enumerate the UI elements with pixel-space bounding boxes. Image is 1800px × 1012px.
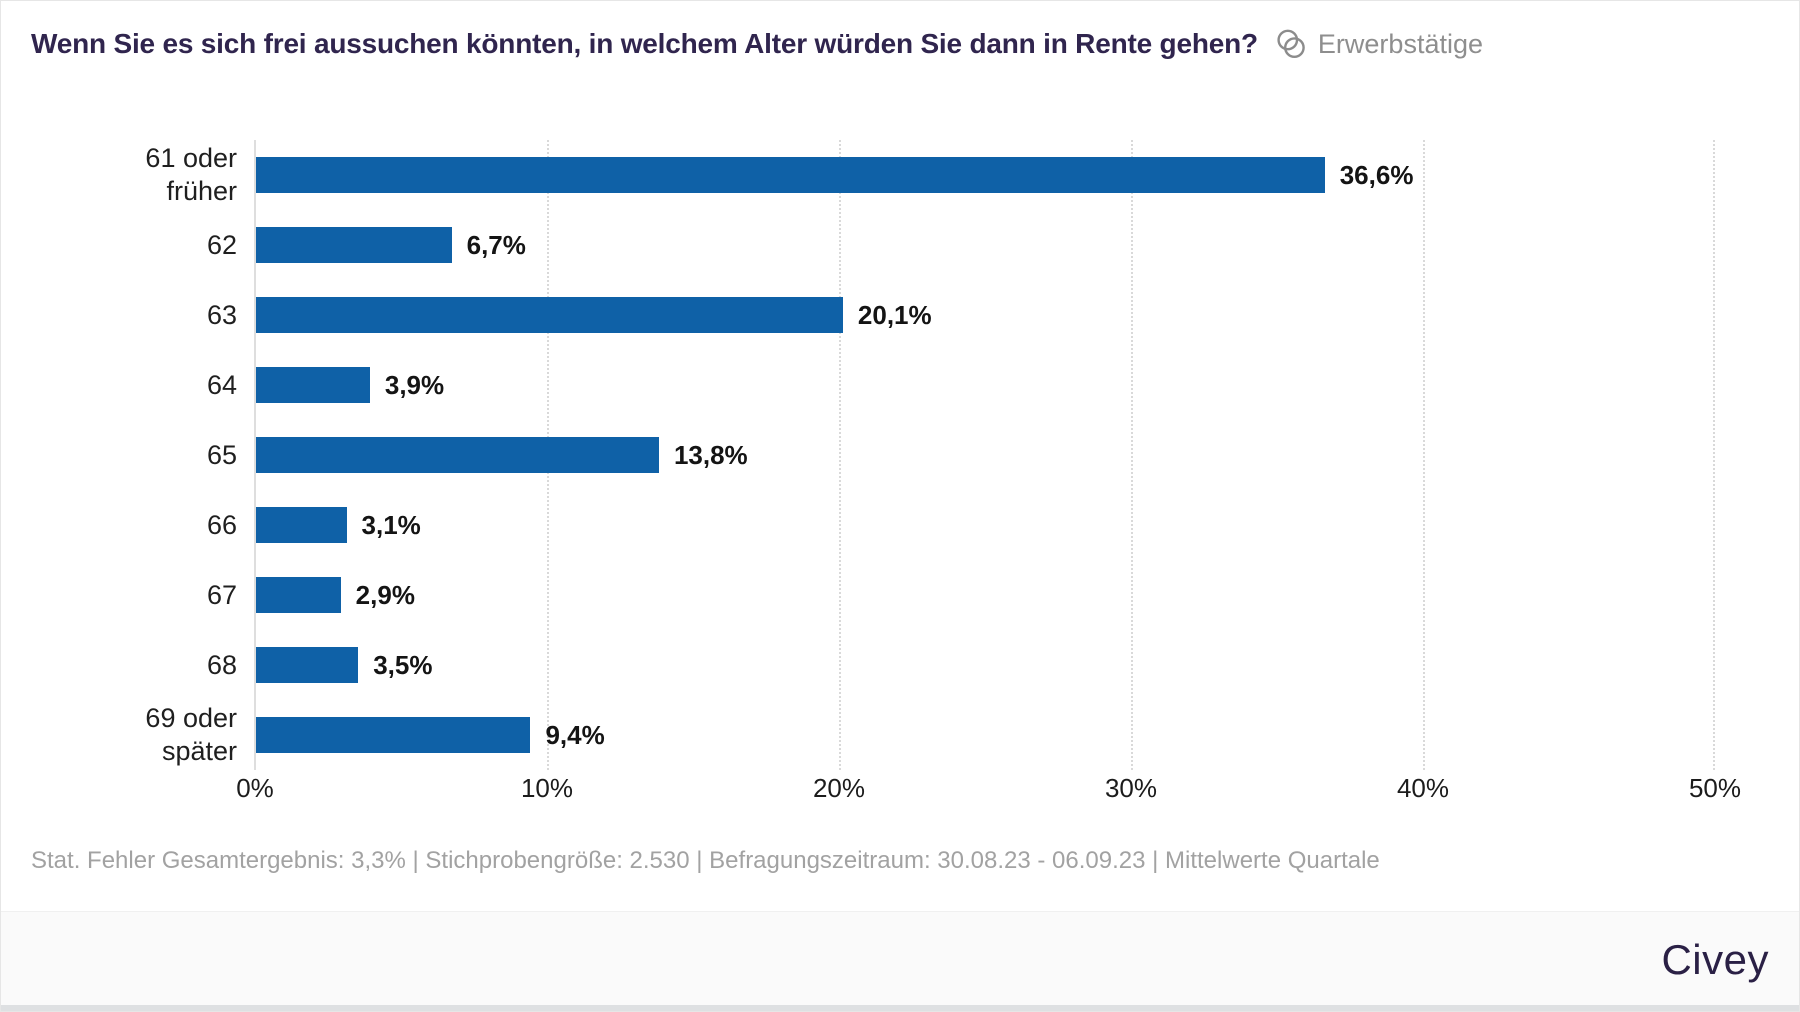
category-label: 65 <box>206 439 237 470</box>
chart-title: Wenn Sie es sich frei aussuchen könnten,… <box>31 28 1258 59</box>
category-label: 69 oder später <box>145 703 237 766</box>
category-label: 63 <box>206 299 237 330</box>
category-label: 66 <box>206 509 237 540</box>
bar-value-label: 3,1% <box>361 510 421 540</box>
header: Wenn Sie es sich frei aussuchen könnten,… <box>31 27 1779 61</box>
y-axis-line <box>254 140 256 770</box>
bar-value-label: 36,6% <box>1339 160 1414 190</box>
bar-64: 3,9% <box>256 367 444 403</box>
bar-65: 13,8% <box>256 437 748 473</box>
brand-band: Civey <box>1 911 1799 1007</box>
bar-value-label: 6,7% <box>466 230 526 260</box>
category-label: 64 <box>206 369 237 400</box>
category-label: 68 <box>206 649 237 680</box>
gridline-20% <box>839 140 841 770</box>
gridline-50% <box>1713 140 1715 770</box>
bar-69 oder: 9,4% <box>256 717 605 753</box>
bar-value-label: 2,9% <box>355 580 415 610</box>
category-label: 67 <box>206 579 237 610</box>
bar-67: 2,9% <box>256 577 415 613</box>
x-tick-label: 40% <box>1396 773 1450 803</box>
civey-logo: Civey <box>1661 935 1769 983</box>
audience-badge: Erwerbstätige <box>1274 27 1483 61</box>
bar-value-label: 3,5% <box>373 650 433 680</box>
gridline-40% <box>1423 140 1425 770</box>
bar-63: 20,1% <box>256 297 932 333</box>
audience-label: Erwerbstätige <box>1317 28 1483 59</box>
x-tick-label: 50% <box>1688 773 1742 803</box>
category-label: 61 oder früher <box>145 143 237 206</box>
x-tick-label: 20% <box>812 773 866 803</box>
gridline-30% <box>1131 140 1133 770</box>
y-axis-labels: 61 oder früher 62 63 64 65 66 67 68 69 oder spät… <box>1 140 237 770</box>
bar-value-label: 3,9% <box>384 370 445 400</box>
category-label: 62 <box>206 229 237 260</box>
methodology-note: Stat. Fehler Gesamtergebnis: 3,3% | Stic… <box>31 847 1380 874</box>
bar-61 oder: 36,6% <box>256 157 1413 193</box>
plot-area: 36,6% 6,7% 20,1% 3,9% 13,8% 3,1% 2,9% 3,5% 9,4% <box>254 140 1715 770</box>
x-tick-label: 30% <box>1104 773 1158 803</box>
bottom-strip <box>1 1005 1799 1011</box>
bar-62: 6,7% <box>256 227 526 263</box>
bar-value-label: 9,4% <box>545 720 605 750</box>
x-tick-label: 10% <box>520 773 574 803</box>
bar-value-label: 13,8% <box>673 440 748 470</box>
overlapping-circles-icon <box>1277 29 1305 59</box>
bar-value-label: 20,1% <box>857 300 932 330</box>
bar-68: 3,5% <box>256 647 432 683</box>
x-tick-label: 0% <box>236 773 274 803</box>
bar-66: 3,1% <box>256 507 421 543</box>
x-axis-ticks: 0% 10% 20% 30% 40% 50% <box>236 773 1741 809</box>
